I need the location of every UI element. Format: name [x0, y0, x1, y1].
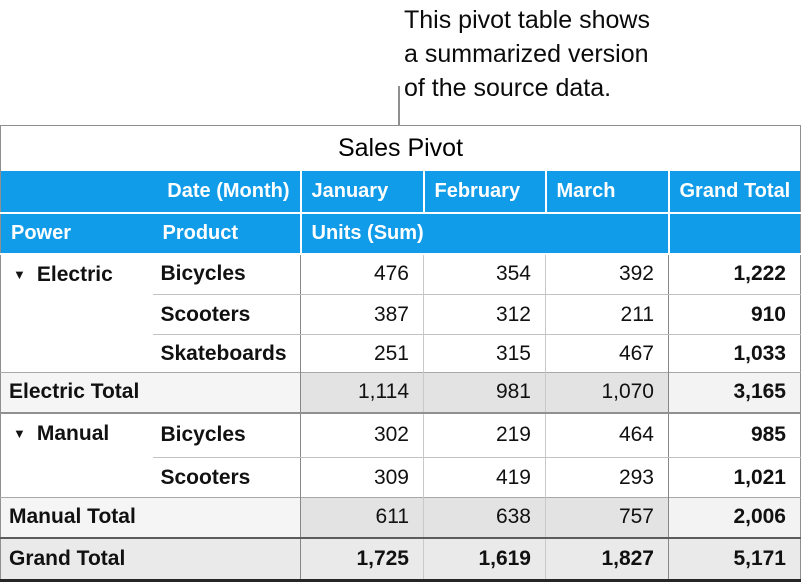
total-cell[interactable]: 638: [423, 497, 546, 538]
data-cell[interactable]: 251: [300, 334, 424, 373]
data-cell[interactable]: 312: [423, 294, 546, 335]
electric-total-label[interactable]: Electric Total: [0, 372, 301, 414]
row-total-cell[interactable]: 1,021: [668, 457, 801, 498]
total-cell[interactable]: 1,070: [545, 372, 669, 414]
header-january[interactable]: January: [300, 170, 425, 214]
product-cell[interactable]: Skateboards: [152, 334, 301, 373]
grand-total-cell[interactable]: 1,827: [545, 536, 669, 581]
data-cell[interactable]: 211: [545, 294, 669, 335]
grand-total-label[interactable]: Grand Total: [0, 536, 301, 581]
pivot-table: Sales Pivot Date (Month) January Februar…: [0, 125, 801, 582]
data-cell[interactable]: 387: [300, 294, 424, 335]
header-date-month[interactable]: Date (Month): [0, 170, 302, 214]
grand-total-grand-cell[interactable]: 5,171: [668, 536, 801, 581]
total-cell[interactable]: 1,114: [300, 372, 424, 414]
total-cell[interactable]: 757: [545, 497, 669, 538]
data-cell[interactable]: 302: [300, 412, 424, 458]
product-cell[interactable]: Bicycles: [152, 253, 301, 295]
grand-total-cell[interactable]: 1,619: [423, 536, 546, 581]
callout-connector-line: [398, 86, 400, 125]
disclosure-triangle-icon[interactable]: ▼: [13, 266, 26, 282]
manual-total-label[interactable]: Manual Total: [0, 497, 301, 538]
product-cell[interactable]: Scooters: [152, 294, 301, 335]
disclosure-triangle-icon[interactable]: ▼: [13, 425, 26, 441]
total-grand-cell[interactable]: 3,165: [668, 372, 801, 414]
header-march[interactable]: March: [545, 170, 670, 214]
header-grand-total[interactable]: Grand Total: [668, 170, 801, 214]
data-cell[interactable]: 419: [423, 457, 546, 498]
data-cell[interactable]: 464: [545, 412, 669, 458]
data-cell[interactable]: 293: [545, 457, 669, 498]
header-units-grand-blank: [668, 212, 801, 255]
row-total-cell[interactable]: 1,033: [668, 334, 801, 373]
group-label: Electric: [36, 262, 113, 286]
row-total-cell[interactable]: 985: [668, 412, 801, 458]
total-cell[interactable]: 981: [423, 372, 546, 414]
data-cell[interactable]: 354: [423, 253, 546, 295]
header-power[interactable]: Power: [0, 212, 153, 255]
data-cell[interactable]: 219: [423, 412, 546, 458]
header-product[interactable]: Product: [152, 212, 302, 255]
data-cell[interactable]: 392: [545, 253, 669, 295]
row-total-cell[interactable]: 910: [668, 294, 801, 335]
grand-total-cell[interactable]: 1,725: [300, 536, 424, 581]
data-cell[interactable]: 315: [423, 334, 546, 373]
data-cell[interactable]: 467: [545, 334, 669, 373]
data-cell[interactable]: 476: [300, 253, 424, 295]
header-units-sum[interactable]: Units (Sum): [300, 212, 670, 255]
group-label: Manual: [36, 421, 110, 445]
product-cell[interactable]: Bicycles: [152, 412, 301, 458]
row-total-cell[interactable]: 1,222: [668, 253, 801, 295]
total-cell[interactable]: 611: [300, 497, 424, 538]
callout-annotation: This pivot table shows a summarized vers…: [404, 6, 650, 102]
header-february[interactable]: February: [423, 170, 547, 214]
group-cell-manual[interactable]: ▼ Manual: [0, 412, 153, 498]
product-cell[interactable]: Scooters: [152, 457, 301, 498]
table-title[interactable]: Sales Pivot: [0, 125, 801, 171]
total-grand-cell[interactable]: 2,006: [668, 497, 801, 538]
group-cell-electric[interactable]: ▼ Electric: [0, 253, 153, 373]
data-cell[interactable]: 309: [300, 457, 424, 498]
